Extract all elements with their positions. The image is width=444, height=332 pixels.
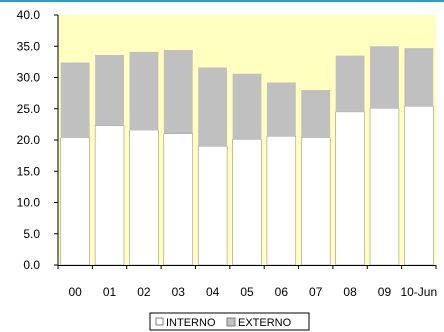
x-tick-label: 05 (240, 285, 254, 299)
bar-externo-09 (370, 46, 399, 109)
bar-interno-08 (335, 111, 365, 266)
legend-swatch-interno (155, 317, 164, 326)
bar-externo-06 (266, 82, 296, 137)
y-axis-ticks: 0.0 5.0 10.0 15.0 20.0 25.0 30.0 35.0 40.0 (17, 8, 58, 272)
x-tick-label: 06 (275, 285, 289, 299)
y-tick-label: 5.0 (23, 227, 40, 241)
bars-group (60, 46, 434, 266)
y-tick-label: 25.0 (17, 102, 41, 116)
x-tick-label: 10-Jun (400, 285, 437, 299)
bar-externo-07 (301, 90, 331, 138)
bar-externo-08 (335, 55, 365, 112)
y-tick-label: 0.0 (23, 258, 40, 272)
bar-externo-10-Jun (404, 48, 434, 107)
x-tick-label: 00 (69, 285, 83, 299)
bar-externo-05 (232, 73, 262, 140)
x-tick-label: 09 (378, 285, 392, 299)
y-tick-label: 20.0 (17, 133, 41, 147)
x-tick-label: 03 (172, 285, 186, 299)
y-tick-label: 35.0 (17, 39, 41, 53)
bar-interno-01 (94, 125, 125, 266)
y-tick-label: 40.0 (17, 8, 41, 22)
x-tick-label: 04 (206, 285, 220, 299)
bar-externo-01 (95, 55, 124, 126)
bar-interno-05 (232, 139, 262, 266)
bar-interno-07 (301, 137, 331, 266)
bar-interno-04 (197, 146, 228, 266)
bar-interno-10-Jun (404, 106, 434, 266)
legend-label-externo: EXTERNO (238, 317, 292, 329)
legend-swatch-externo (226, 317, 236, 327)
bar-interno-02 (129, 129, 159, 266)
bar-externo-00 (60, 62, 90, 138)
x-tick-label: 08 (343, 285, 357, 299)
y-tick-label: 10.0 (17, 196, 41, 210)
y-tick-label: 30.0 (17, 71, 41, 85)
bar-externo-04 (198, 67, 228, 147)
bar-interno-00 (60, 137, 90, 266)
x-tick-label: 01 (103, 285, 117, 299)
bar-interno-03 (163, 133, 193, 266)
x-tick-label: 07 (309, 285, 323, 299)
legend-label-interno: INTERNO (166, 317, 216, 329)
legend: INTERNO EXTERNO (149, 312, 310, 331)
y-tick-label: 15.0 (17, 164, 41, 178)
bar-externo-02 (129, 51, 159, 130)
x-axis-ticks: 00 01 02 03 04 05 06 07 08 09 10-Jun (57, 265, 437, 299)
bar-interno-09 (369, 107, 400, 266)
bar-externo-03 (163, 50, 193, 134)
bar-interno-06 (266, 136, 297, 266)
top-rule (0, 0, 444, 2)
x-tick-label: 02 (137, 285, 151, 299)
